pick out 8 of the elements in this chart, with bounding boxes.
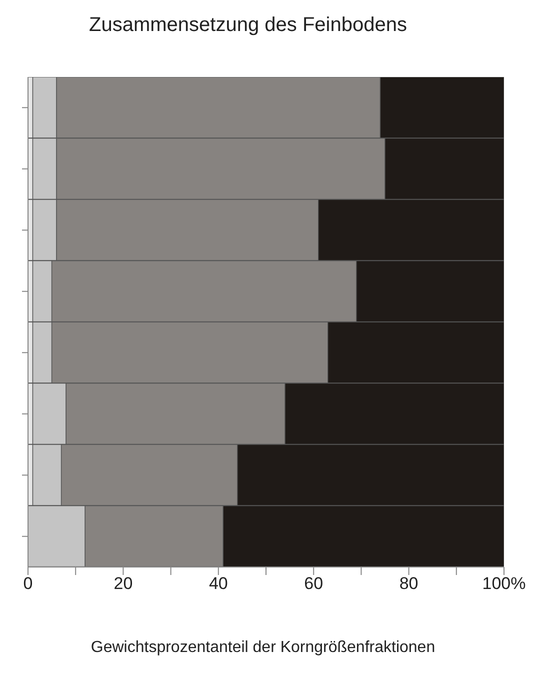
x-tick-label: 60 <box>304 574 324 594</box>
chart-title: Zusammensetzung des Feinbodens <box>88 14 408 37</box>
x-tick-label: 80 <box>399 574 418 594</box>
x-tick-label: 100% <box>482 574 526 594</box>
x-tick-label: 20 <box>114 574 133 594</box>
x-tick-label: 40 <box>208 574 228 594</box>
x-tick-label: 0 <box>23 574 33 594</box>
x-axis-title: Gewichtsprozentanteil der Korngrößenfraktionen <box>90 639 436 657</box>
